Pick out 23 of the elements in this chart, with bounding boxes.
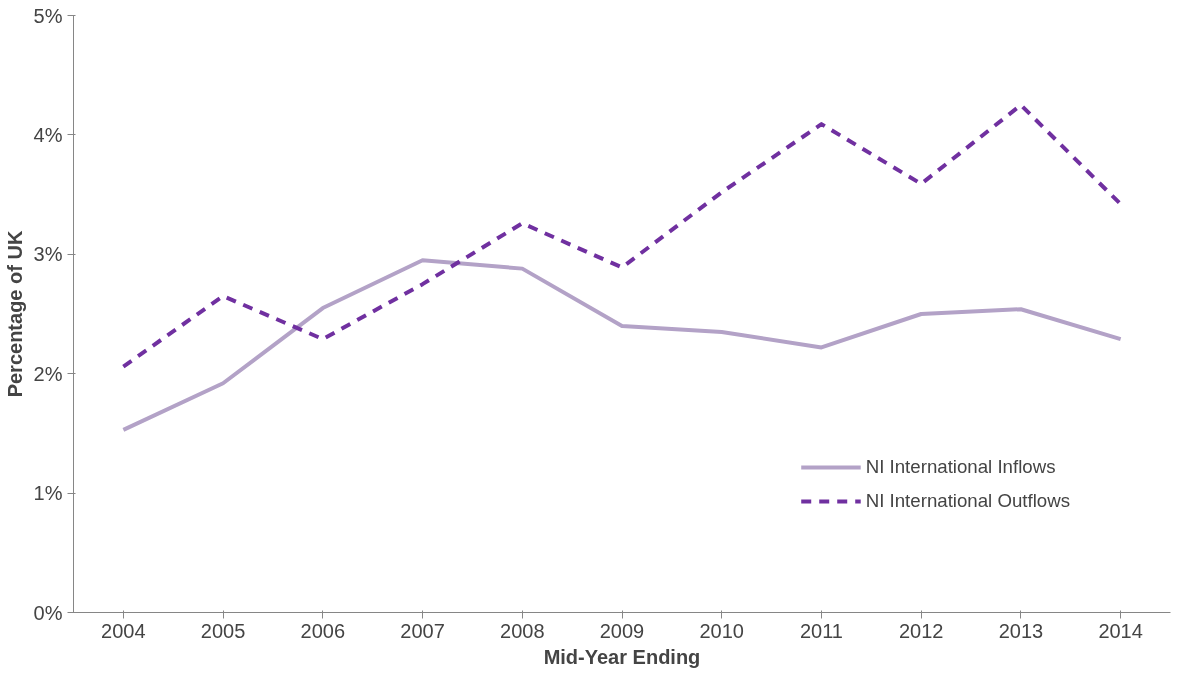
legend-label: NI International Inflows: [865, 456, 1056, 478]
x-tick-label: 2011: [799, 619, 843, 642]
line-series: [121, 258, 1123, 432]
y-tick-label: 2%: [33, 362, 63, 385]
x-tick-label: 2013: [998, 619, 1044, 642]
y-tick-label: 5%: [33, 4, 63, 27]
x-tick-label: 2005: [200, 619, 246, 642]
x-axis-title: Mid-Year Ending: [543, 645, 701, 668]
x-tick-label: 2007: [400, 619, 445, 642]
x-tick-label: 2008: [500, 619, 545, 642]
x-tick-label: 2012: [898, 619, 944, 642]
x-tick-label: 2006: [300, 619, 346, 642]
x-tick-label: 2010: [699, 619, 744, 642]
y-tick-label: 3%: [33, 243, 63, 266]
x-tick-label: 2014: [1098, 619, 1143, 642]
x-tick-label: 2009: [599, 619, 645, 642]
x-tick-label: 2004: [101, 619, 146, 642]
y-axis-title: Percentage of UK: [3, 230, 26, 398]
legend-label: NI International Outflows: [865, 490, 1070, 512]
line-series: [121, 103, 1123, 369]
y-tick-label: 4%: [33, 123, 63, 146]
y-tick-label: 1%: [33, 482, 63, 505]
y-tick-label: 0%: [33, 601, 63, 624]
